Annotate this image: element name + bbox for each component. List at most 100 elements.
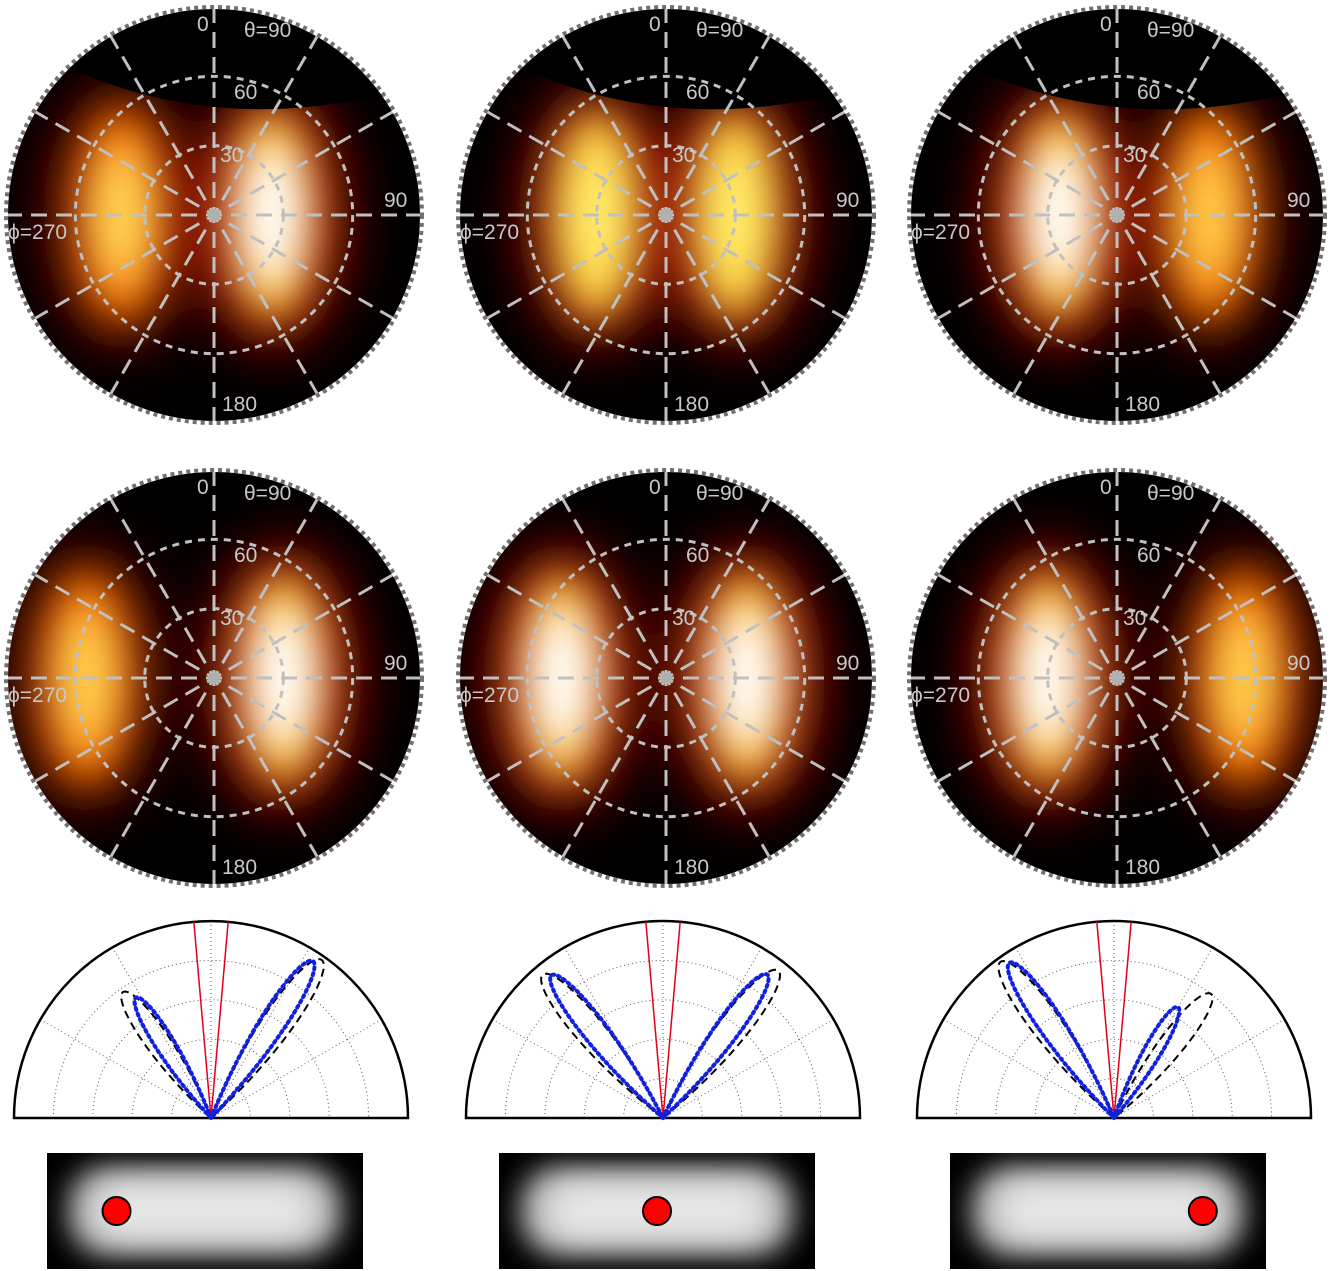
center-marker [660,672,672,684]
grid-spoke [492,1019,664,1119]
measured-lobe [661,972,771,1120]
label-phi-270: ϕ=270 [8,221,67,244]
rod-core [97,1183,313,1239]
grid-spoke [662,1019,834,1119]
measured-lobe [209,958,317,1120]
grid-spoke [662,947,762,1119]
emitter-dot [101,1196,132,1226]
label-phi-0: 0 [649,13,661,36]
measured-map-left: 0 θ=90 60 30 90 ϕ=270 180 [4,5,424,425]
label-phi-90: 90 [1287,189,1310,212]
label-phi-180: 180 [1125,856,1160,879]
simulated-map-left: 0 θ=90 60 30 90 ϕ=270 180 [4,468,424,888]
label-theta-90: θ=90 [1147,19,1194,42]
half-circle-frame [464,919,862,1120]
acceptance-line [1096,921,1115,1119]
label-phi-90: 90 [836,652,859,675]
center-marker [208,672,220,684]
label-theta-60: 60 [234,81,257,104]
measured-lobe [1005,960,1116,1120]
polar-maps: 0 θ=90 60 30 90 ϕ=270 180 0 θ=90 60 30 90 ϕ=270 180 0 θ… [4,5,1327,888]
label-theta-60: 60 [686,544,709,567]
center-marker [660,209,672,221]
label-theta-60: 60 [1137,544,1160,567]
label-phi-180: 180 [222,856,257,879]
measured-lobe [1112,1004,1182,1120]
emitter-dot [642,1196,672,1226]
acceptance-line [645,921,664,1119]
label-phi-90: 90 [836,189,859,212]
center-marker [1111,209,1123,221]
model-lobe [662,968,782,1119]
theta-ring [525,74,807,356]
theta-ring [525,537,807,819]
label-phi-270: ϕ=270 [911,684,970,707]
simulated-map-center: 0 θ=90 60 30 90 ϕ=270 180 [456,468,876,888]
lobe-plot-left [12,919,410,1120]
label-phi-0: 0 [1100,476,1112,499]
grid-arc [583,1038,743,1119]
lobe-plots [12,919,1313,1120]
theta-ring [976,537,1258,819]
rod-images [47,1153,1266,1269]
outer-ring-dash [907,468,1327,888]
label-theta-60: 60 [686,81,709,104]
grid-arc [52,959,370,1119]
label-theta-90: θ=90 [1147,482,1194,505]
outer-ring-dash [4,5,424,425]
grid-arc [131,1038,291,1119]
label-phi-0: 0 [1100,13,1112,36]
label-phi-270: ϕ=270 [460,221,519,244]
grid-spoke [943,1019,1115,1119]
label-phi-270: ϕ=270 [8,684,67,707]
half-circle-frame [12,919,410,1120]
acceptance-line [210,921,229,1119]
model-lobe [1113,992,1214,1119]
model-lobe [540,972,664,1119]
label-theta-60: 60 [234,544,257,567]
lobe-plot-right [915,919,1313,1120]
label-phi-90: 90 [384,189,407,212]
label-theta-30: 30 [672,607,695,630]
rod-core [1000,1183,1216,1239]
measured-map-right: 0 θ=90 60 30 90 ϕ=270 180 [907,5,1327,425]
theta-ring [73,537,355,819]
label-theta-30: 30 [220,607,243,630]
model-lobe [120,990,212,1119]
label-theta-90: θ=90 [244,19,291,42]
emitter-dot [1187,1196,1218,1226]
acceptance-line [193,921,212,1119]
label-phi-0: 0 [197,476,209,499]
outer-ring-dash [4,468,424,888]
label-phi-0: 0 [197,13,209,36]
measured-lobe [548,972,665,1120]
model-lobe [997,959,1115,1119]
label-phi-270: ϕ=270 [460,684,519,707]
label-phi-0: 0 [649,476,661,499]
label-phi-180: 180 [674,856,709,879]
acceptance-line [662,921,681,1119]
rod-image-left [47,1153,363,1269]
label-theta-90: θ=90 [696,482,743,505]
label-phi-90: 90 [384,652,407,675]
half-circle-frame [915,919,1313,1120]
label-phi-180: 180 [1125,393,1160,416]
theta-ring [73,74,355,356]
label-phi-270: ϕ=270 [911,221,970,244]
label-phi-90: 90 [1287,652,1310,675]
measured-map-center: 0 θ=90 60 30 90 ϕ=270 180 [456,5,876,425]
label-theta-30: 30 [1123,607,1146,630]
label-theta-30: 30 [1123,144,1146,167]
label-theta-90: θ=90 [244,482,291,505]
grid-spoke [210,1019,382,1119]
rod-image-center [499,1153,815,1269]
grid-arc [1034,1038,1194,1119]
label-theta-90: θ=90 [696,19,743,42]
label-theta-30: 30 [672,144,695,167]
grid-spoke [40,1019,212,1119]
model-lobe [210,958,325,1119]
label-theta-30: 30 [220,144,243,167]
outer-ring-dash [907,5,1327,425]
grid-spoke [1113,1019,1285,1119]
outer-ring-dash [456,5,876,425]
